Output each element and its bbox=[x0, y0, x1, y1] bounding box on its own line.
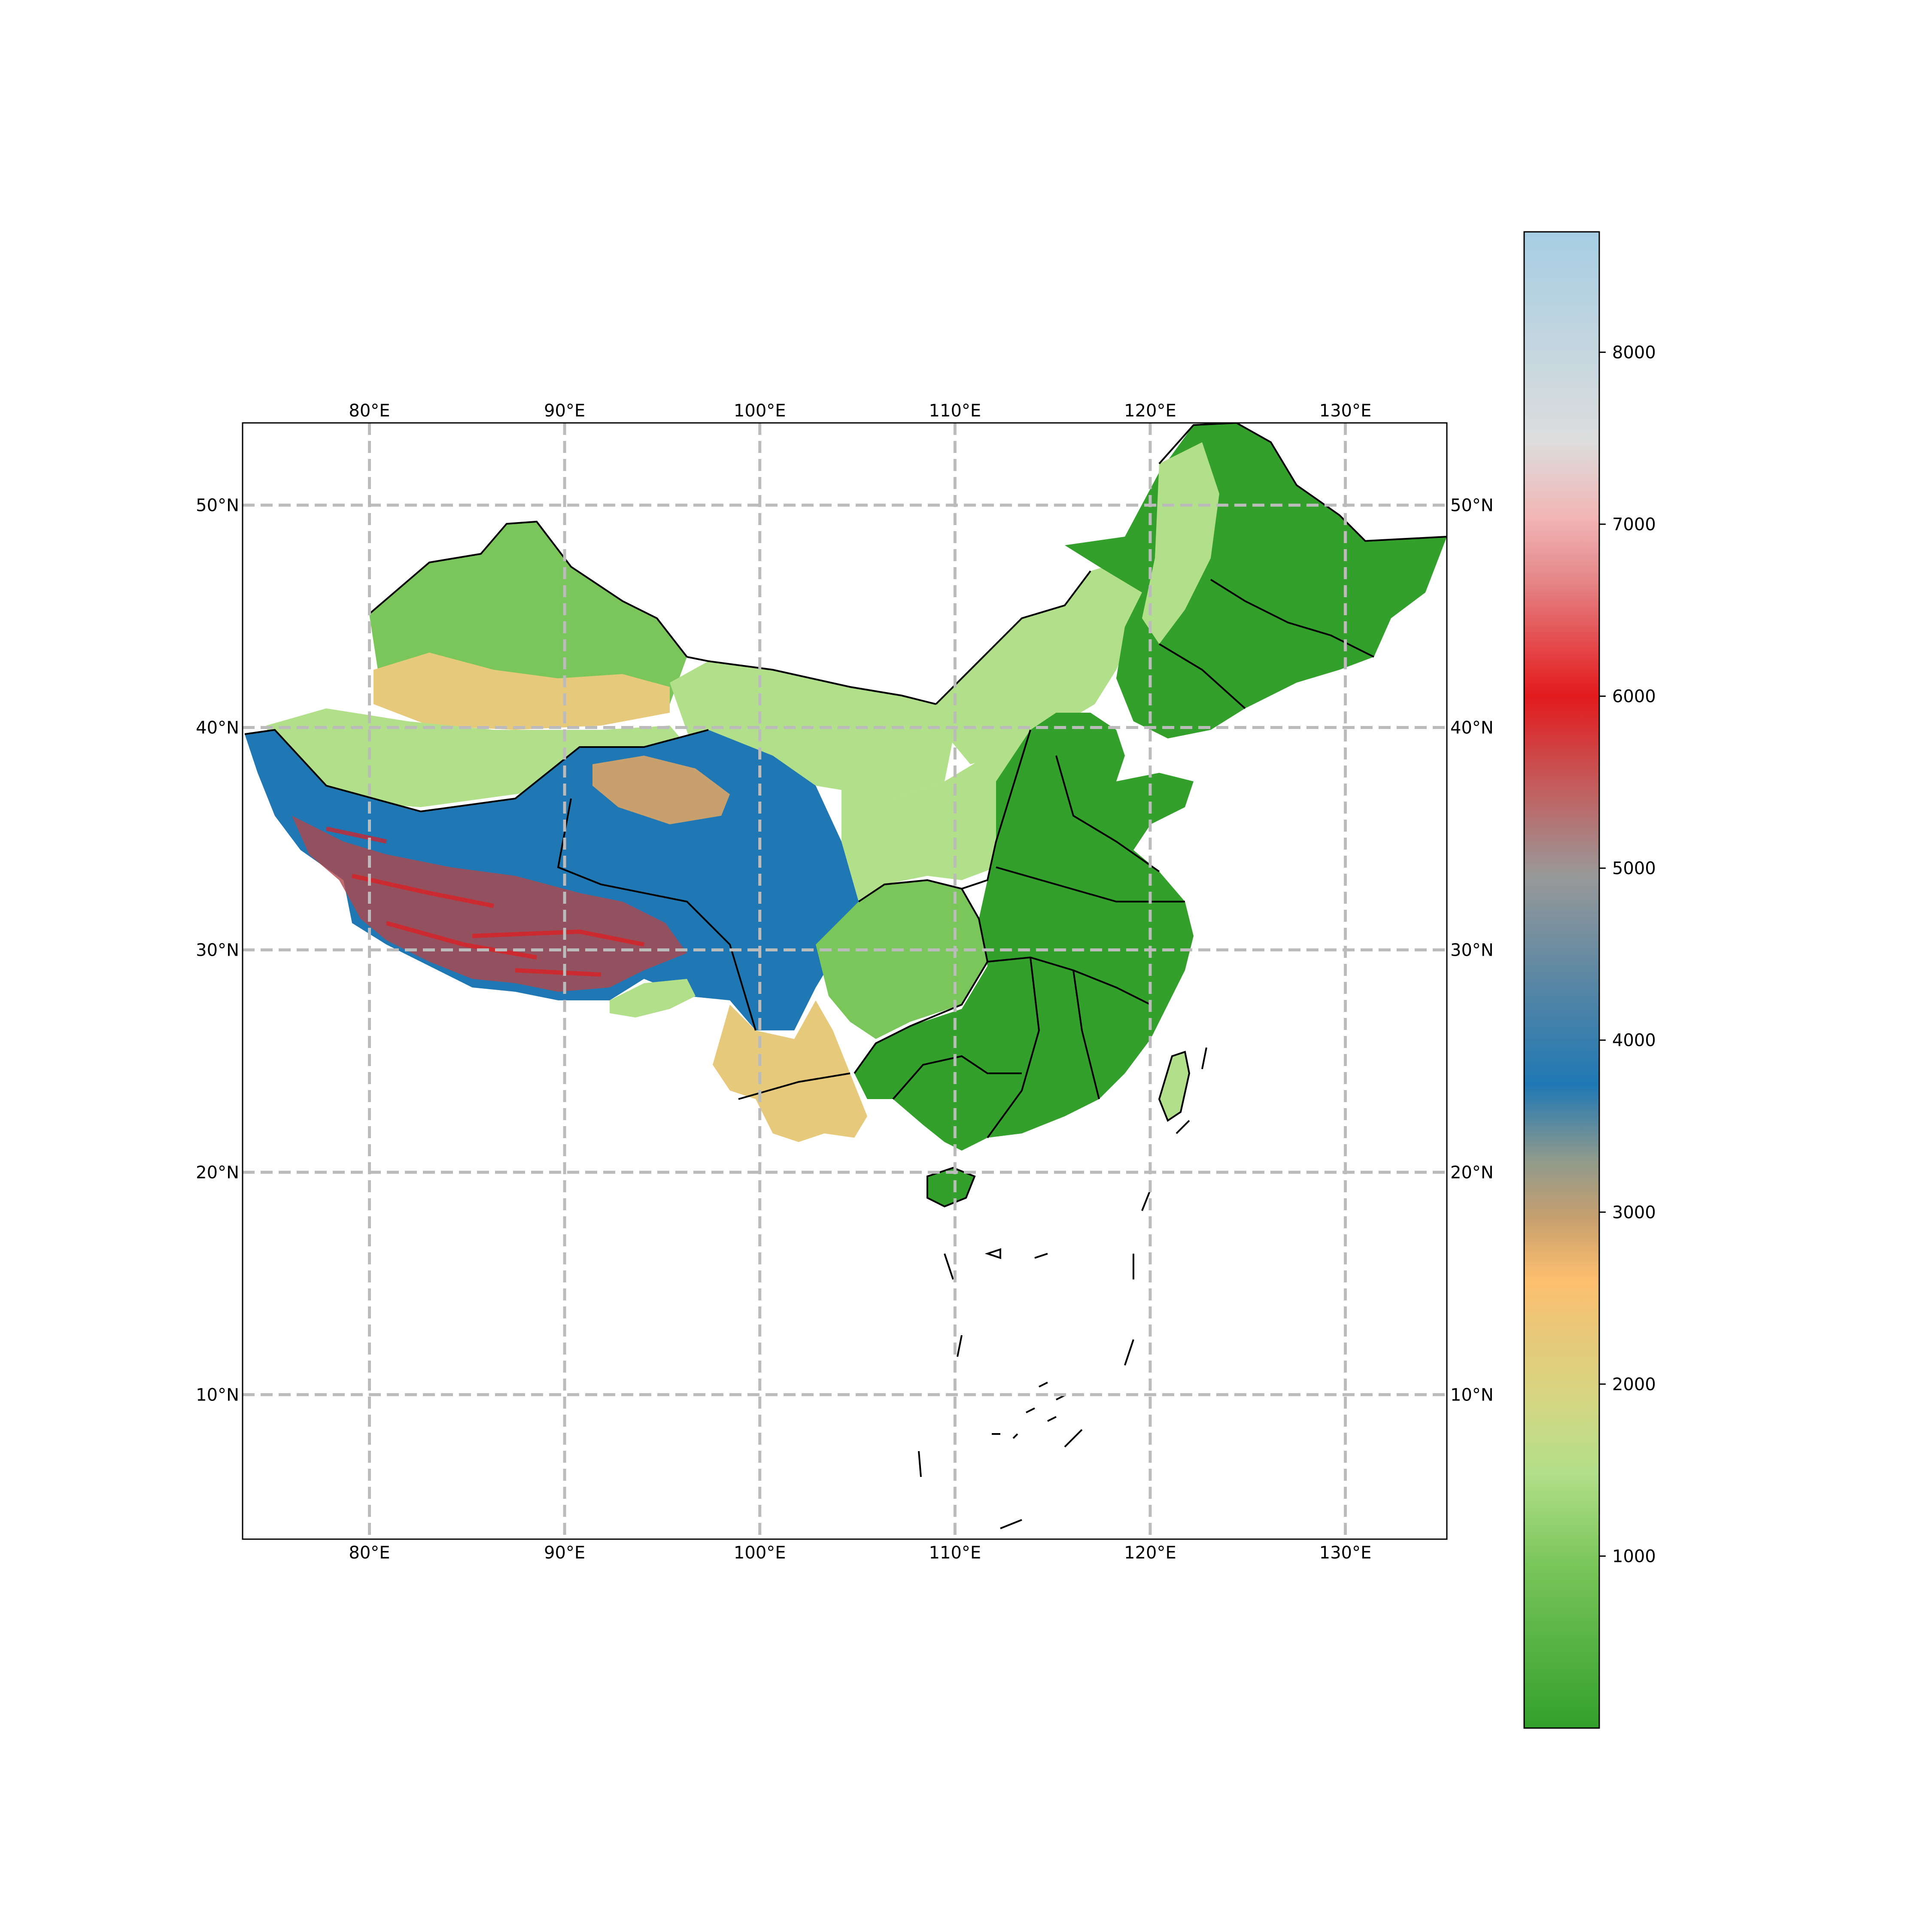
colorbar-tick-label: 2000 bbox=[1612, 1375, 1656, 1394]
qaidam-basin-region bbox=[592, 756, 730, 824]
lat-label-right: 20°N bbox=[1450, 1163, 1494, 1182]
lon-label-top: 130°E bbox=[1319, 401, 1372, 421]
inner-mongolia-region bbox=[936, 558, 1151, 764]
khingan-region bbox=[1142, 442, 1219, 644]
alxa-region bbox=[670, 661, 953, 799]
tick-labels: 80°E 80°E 90°E 90°E 100°E 100°E 110°E 110°E 120°… bbox=[196, 401, 1494, 1563]
lon-label-top: 120°E bbox=[1124, 401, 1176, 421]
lat-label-left: 20°N bbox=[196, 1163, 239, 1182]
lon-label-bottom: 120°E bbox=[1124, 1543, 1176, 1563]
colorbar-tick-label: 5000 bbox=[1612, 859, 1656, 878]
lat-label-left: 50°N bbox=[196, 496, 239, 516]
lon-label-bottom: 100°E bbox=[734, 1543, 786, 1563]
colorbar-tick-label: 1000 bbox=[1612, 1546, 1656, 1566]
colorbar-tick-label: 3000 bbox=[1612, 1203, 1656, 1222]
colorbar-ticks: 1000 2000 3000 4000 5000 6000 7000 8000 bbox=[1599, 343, 1656, 1566]
tibet-southeast-lowland bbox=[610, 979, 696, 1018]
china-land-elevation bbox=[245, 423, 1447, 1206]
lon-label-top: 90°E bbox=[544, 401, 585, 421]
colorbar-tick-label: 6000 bbox=[1612, 687, 1656, 707]
himalaya-red-streaks bbox=[325, 826, 644, 977]
colorbar-tick-label: 8000 bbox=[1612, 343, 1656, 362]
lat-label-right: 30°N bbox=[1450, 940, 1494, 960]
hainan-island bbox=[927, 1168, 975, 1206]
east-china-lowland-region bbox=[854, 713, 1194, 1151]
lat-label-left: 10°N bbox=[196, 1385, 239, 1405]
lon-label-top: 80°E bbox=[349, 401, 390, 421]
lat-label-right: 40°N bbox=[1450, 718, 1494, 738]
lon-label-top: 100°E bbox=[734, 401, 786, 421]
lon-label-bottom: 80°E bbox=[349, 1543, 390, 1563]
lat-label-right: 10°N bbox=[1450, 1385, 1494, 1405]
colorbar-frame bbox=[1523, 231, 1600, 1729]
lon-label-bottom: 90°E bbox=[544, 1543, 585, 1563]
colorbar-tick-label: 7000 bbox=[1612, 515, 1656, 535]
gridlines bbox=[243, 423, 1447, 1539]
lon-label-bottom: 130°E bbox=[1319, 1543, 1372, 1563]
colorbar-tick-label: 4000 bbox=[1612, 1031, 1656, 1051]
colorbar-fill bbox=[1524, 232, 1599, 1728]
lat-label-left: 30°N bbox=[196, 940, 239, 960]
central-china-region bbox=[816, 880, 987, 1039]
elevation-colorbar: 1000 2000 3000 4000 5000 6000 7000 8000 bbox=[1523, 231, 1656, 1729]
lon-label-bottom: 110°E bbox=[929, 1543, 981, 1563]
lat-label-left: 40°N bbox=[196, 718, 239, 738]
map-axes-frame bbox=[242, 422, 1448, 1540]
lat-label-right: 50°N bbox=[1450, 496, 1494, 516]
tianshan-region bbox=[374, 653, 670, 730]
southwest-highland-region bbox=[713, 1000, 867, 1142]
lon-label-top: 110°E bbox=[929, 401, 981, 421]
